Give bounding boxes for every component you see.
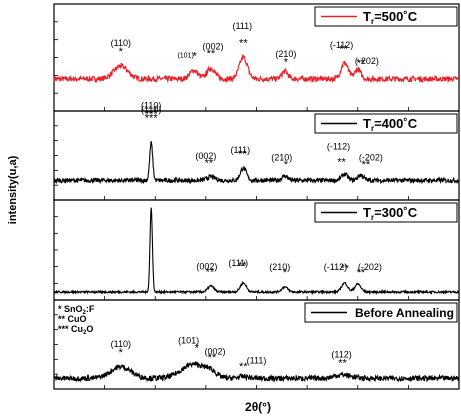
peak-label: (002) bbox=[196, 262, 217, 272]
phase-marker: * bbox=[119, 46, 124, 58]
phase-marker: ** bbox=[339, 43, 348, 55]
phase-marker: *** bbox=[145, 109, 159, 121]
phase-legend-sub: 2 bbox=[83, 310, 87, 316]
phase-marker: *** bbox=[145, 112, 159, 124]
phase-legend-tail: :F bbox=[86, 304, 95, 314]
series-line-0 bbox=[53, 53, 460, 84]
xrd-panels: (110)* (101)*(002)**(111)**(210)*(-112)**… bbox=[53, 3, 460, 390]
peak-label: (111) bbox=[247, 356, 267, 366]
phase-legend-sub: 2 bbox=[83, 330, 87, 336]
legend-box bbox=[314, 6, 458, 27]
legend-3: Before Annealing bbox=[304, 302, 458, 323]
phase-marker: ** bbox=[362, 159, 371, 171]
phase-marker: ** bbox=[357, 58, 366, 70]
peak-label: (-112) bbox=[324, 262, 347, 272]
peak-label: (-112) bbox=[330, 40, 353, 50]
phase-legend-main: Cu bbox=[71, 324, 83, 334]
phase-marker: * bbox=[284, 56, 289, 68]
phase-legend-prefix: * bbox=[58, 304, 64, 314]
peak-label: (111) bbox=[228, 258, 248, 268]
peak-label: (002) bbox=[195, 151, 216, 161]
series-line-2 bbox=[53, 207, 460, 296]
phase-legend-entry: ** CuO bbox=[58, 314, 87, 324]
legend-1: Tr=400˚C bbox=[314, 113, 458, 134]
panel-3: (110)*(101)* (002)** (111)**(112)**Before … bbox=[53, 299, 460, 390]
legend-label-sub: r bbox=[371, 17, 374, 26]
phase-marker: ** bbox=[207, 48, 216, 60]
peak-label: (110) bbox=[111, 339, 131, 349]
phase-marker: ** bbox=[206, 266, 215, 278]
panel-1: (110)***(002)**(111)** (210)*(-112)** (-20… bbox=[53, 101, 460, 201]
y-axis-label: intensity(u,a) bbox=[7, 155, 19, 224]
peak-label: (210) bbox=[269, 262, 290, 272]
peak-label: (101) bbox=[177, 53, 193, 60]
phase-marker: * bbox=[193, 51, 198, 63]
legend-label: Tr=400˚C bbox=[363, 116, 418, 133]
legend-label: Tr=500˚C bbox=[363, 9, 418, 26]
phase-marker: ** bbox=[205, 157, 214, 169]
phase-marker: ** bbox=[238, 149, 247, 161]
legend-0: Tr=500˚C bbox=[314, 6, 458, 27]
phase-marker: * bbox=[119, 347, 124, 359]
series-line-3 bbox=[53, 360, 460, 383]
legend-label-sub: r bbox=[371, 124, 374, 133]
phase-legend-prefix: ** bbox=[58, 314, 68, 324]
peak-label: (111) bbox=[230, 145, 250, 155]
panel-0: (110)* (101)*(002)**(111)**(210)*(-112)**… bbox=[53, 3, 460, 112]
peak-label: (-202) bbox=[355, 56, 379, 66]
phase-legend-main: SnO bbox=[64, 304, 83, 314]
peak-label: (111) bbox=[232, 21, 252, 31]
phase-marker: ** bbox=[239, 38, 248, 50]
legend-box bbox=[304, 302, 458, 323]
peak-label: (110) bbox=[141, 104, 161, 114]
legend-label-value: =500˚C bbox=[374, 9, 418, 24]
peak-label: (-112) bbox=[327, 142, 350, 152]
legend-label-value: =300˚C bbox=[374, 205, 418, 220]
series-line-1 bbox=[53, 141, 460, 185]
phase-legend-entry: *** Cu2O bbox=[58, 324, 93, 336]
legend-label-main: T bbox=[363, 116, 371, 131]
legend-2: Tr=300˚C bbox=[314, 202, 458, 223]
legend-label-sub: r bbox=[371, 213, 374, 222]
panel-2: (110)***(002)**(111)** (210)* (-112)** (-20… bbox=[53, 104, 460, 301]
legend-label: Tr=300˚C bbox=[363, 205, 418, 222]
x-axis-label: 2θ(°) bbox=[245, 400, 271, 414]
phase-marker: ** bbox=[238, 260, 247, 272]
peak-label: (110) bbox=[111, 38, 131, 48]
peak-label: (210) bbox=[275, 49, 296, 59]
phase-marker: ** bbox=[208, 352, 217, 364]
peak-label: (210) bbox=[271, 152, 292, 162]
phase-marker: ** bbox=[340, 263, 349, 275]
phase-marker: ** bbox=[337, 157, 346, 169]
legend-label-value: =400˚C bbox=[374, 116, 418, 131]
legend-label-main: T bbox=[363, 205, 371, 220]
legend-box bbox=[314, 113, 458, 134]
peak-label: (002) bbox=[202, 41, 223, 51]
peak-label: (112) bbox=[331, 349, 351, 359]
legend-label-main: T bbox=[363, 9, 371, 24]
peak-label: (101) bbox=[178, 335, 199, 345]
phase-legend-main: CuO bbox=[68, 314, 87, 324]
phase-marker: * bbox=[283, 267, 288, 279]
peak-label: (-202) bbox=[359, 152, 383, 162]
phase-legend-prefix: *** bbox=[58, 324, 71, 334]
phase-marker: ** bbox=[338, 357, 347, 369]
legend-box bbox=[314, 202, 458, 223]
peak-label: (-202) bbox=[358, 262, 382, 272]
phase-legend-entry: * SnO2:F bbox=[58, 304, 95, 316]
phase-marker: ** bbox=[357, 267, 366, 279]
legend-label: Before Annealing bbox=[355, 306, 454, 320]
peak-label: (002) bbox=[204, 347, 225, 357]
phase-legend-tail: O bbox=[86, 324, 93, 334]
phase-marker: * bbox=[284, 159, 289, 171]
peak-label: (110) bbox=[141, 101, 161, 111]
phase-marker: * bbox=[195, 343, 200, 355]
phase-marker: ** bbox=[239, 361, 248, 373]
